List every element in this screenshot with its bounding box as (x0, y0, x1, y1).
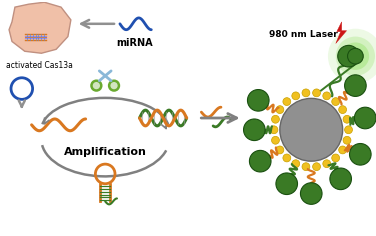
Circle shape (276, 106, 284, 114)
Circle shape (330, 168, 352, 190)
Circle shape (328, 29, 376, 84)
Circle shape (292, 92, 300, 100)
Circle shape (339, 106, 347, 114)
Circle shape (249, 150, 271, 172)
Circle shape (302, 163, 310, 171)
Circle shape (323, 92, 331, 100)
Circle shape (244, 119, 265, 141)
Circle shape (302, 89, 310, 97)
Circle shape (292, 160, 300, 168)
Circle shape (347, 48, 363, 64)
Circle shape (91, 81, 101, 91)
Circle shape (312, 89, 320, 97)
Circle shape (350, 143, 371, 165)
Circle shape (344, 75, 366, 97)
Circle shape (271, 115, 279, 123)
Circle shape (280, 98, 343, 161)
Circle shape (342, 42, 369, 70)
Circle shape (109, 81, 119, 91)
Circle shape (271, 136, 279, 144)
Circle shape (332, 98, 340, 105)
Polygon shape (336, 22, 347, 43)
Circle shape (336, 37, 375, 76)
Circle shape (343, 115, 351, 123)
Text: miRNA: miRNA (116, 38, 153, 47)
Text: activated Cas13a: activated Cas13a (6, 61, 73, 70)
Circle shape (312, 163, 320, 171)
Circle shape (355, 107, 376, 129)
Text: Amplification: Amplification (64, 148, 147, 157)
Circle shape (283, 98, 291, 105)
Circle shape (338, 45, 359, 67)
Circle shape (276, 173, 297, 194)
Circle shape (300, 183, 322, 204)
Circle shape (270, 126, 278, 134)
Circle shape (332, 154, 340, 162)
Circle shape (339, 146, 347, 154)
Circle shape (323, 160, 331, 168)
Circle shape (343, 136, 351, 144)
Circle shape (344, 126, 352, 134)
Polygon shape (9, 2, 71, 53)
Circle shape (283, 154, 291, 162)
Circle shape (247, 89, 269, 111)
Circle shape (276, 146, 284, 154)
Text: 980 nm Laser: 980 nm Laser (269, 30, 338, 39)
